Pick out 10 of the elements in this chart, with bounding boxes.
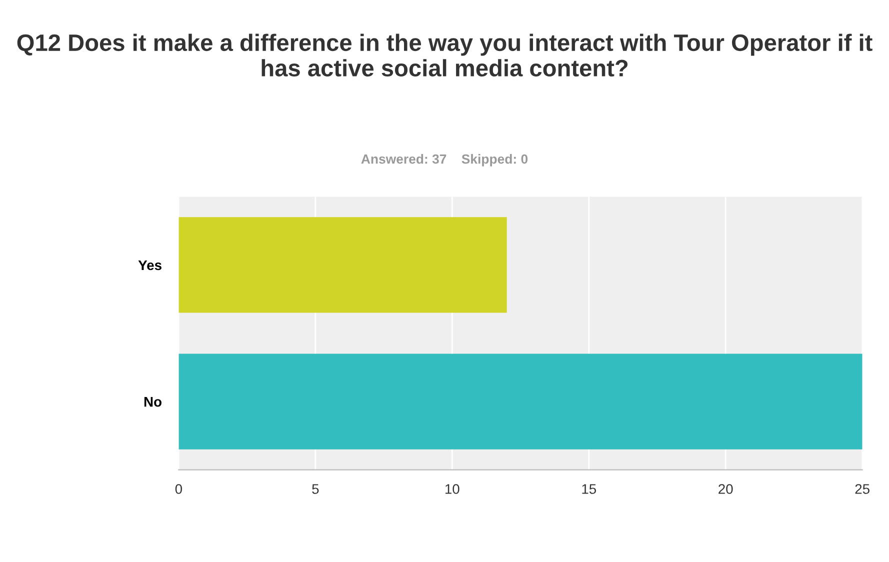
chart-subtitle: Answered: 37 Skipped: 0 [361,154,528,166]
x-tick-label: 10 [445,484,460,494]
x-tick-label: 20 [718,484,733,494]
x-tick-label: 25 [855,484,870,494]
x-tick-label: 5 [312,484,319,494]
chart-title: Q12 Does it make a difference in the way you interact with Tour Operator if it has active social media content? [17,34,872,76]
x-tick-label: 15 [582,484,596,494]
x-tick-label: 0 [175,484,182,494]
y-tick-label: No [144,397,162,407]
y-tick-label: Yes [138,260,162,270]
